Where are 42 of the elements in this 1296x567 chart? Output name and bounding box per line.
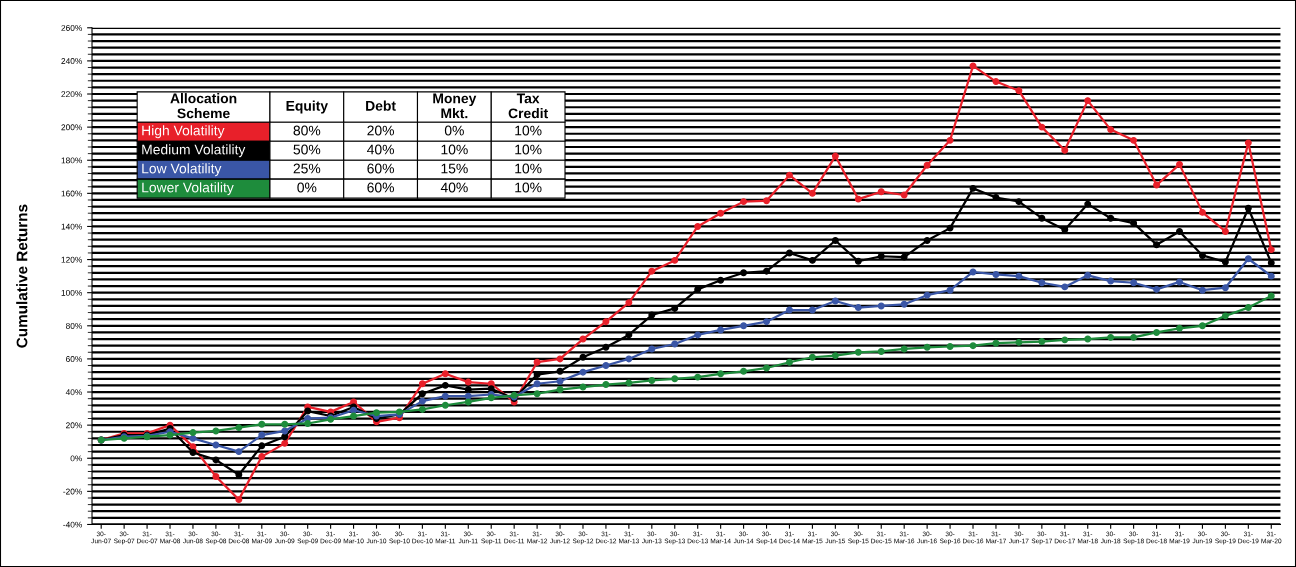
y-tick-label: 40%: [65, 389, 82, 396]
annotation: 15%: [441, 163, 468, 174]
y-axis-title: Cumulative Returns: [16, 204, 28, 348]
annotation: Tax Credit: [508, 93, 549, 119]
y-tick-label: 240%: [61, 58, 82, 64]
annotation: 20%: [367, 125, 395, 136]
y-tick-label: 180%: [61, 157, 82, 164]
y-tick-label: -20%: [63, 488, 82, 495]
annotation: Equity: [286, 100, 328, 114]
text: Medium Volatility: [142, 144, 246, 158]
y-tick-label: 160%: [61, 190, 82, 197]
y-tick-label: -40%: [63, 521, 82, 528]
y-tick-label: 120%: [61, 256, 82, 263]
annotation: 60%: [367, 182, 395, 193]
y-tick-label: 260%: [61, 24, 82, 31]
y-tick-label: 100%: [61, 289, 82, 296]
annotation: Money Mkt.: [433, 93, 477, 119]
annotation: 25%: [293, 163, 321, 174]
y-tick-label: 220%: [61, 91, 82, 98]
annotation: 10%: [515, 144, 542, 155]
annotation: 50%: [293, 144, 321, 155]
text: High Volatility: [142, 125, 225, 139]
annotation: Allocation Scheme: [170, 93, 237, 119]
text: Lower Volatility: [142, 182, 234, 196]
annotation: 60%: [367, 163, 395, 174]
y-tick-label: 140%: [61, 223, 82, 230]
annotation: 40%: [440, 182, 468, 193]
annotation: 40%: [367, 144, 395, 155]
y-tick-label: 200%: [61, 124, 82, 131]
annotation: 0%: [444, 125, 464, 136]
y-tick-label: 80%: [65, 323, 82, 329]
annotation: 0%: [297, 182, 317, 193]
annotation: 10%: [515, 182, 542, 193]
annotation: 80%: [293, 125, 321, 136]
y-tick-label: 20%: [66, 422, 82, 429]
y-tick-label: 0%: [70, 455, 82, 462]
text: Low Volatility: [142, 163, 222, 177]
y-tick-label: 60%: [66, 356, 82, 363]
annotation: 10%: [441, 144, 468, 155]
annotation: 10%: [515, 125, 542, 136]
annotation: Debt: [366, 100, 396, 111]
annotation: 10%: [515, 163, 542, 174]
